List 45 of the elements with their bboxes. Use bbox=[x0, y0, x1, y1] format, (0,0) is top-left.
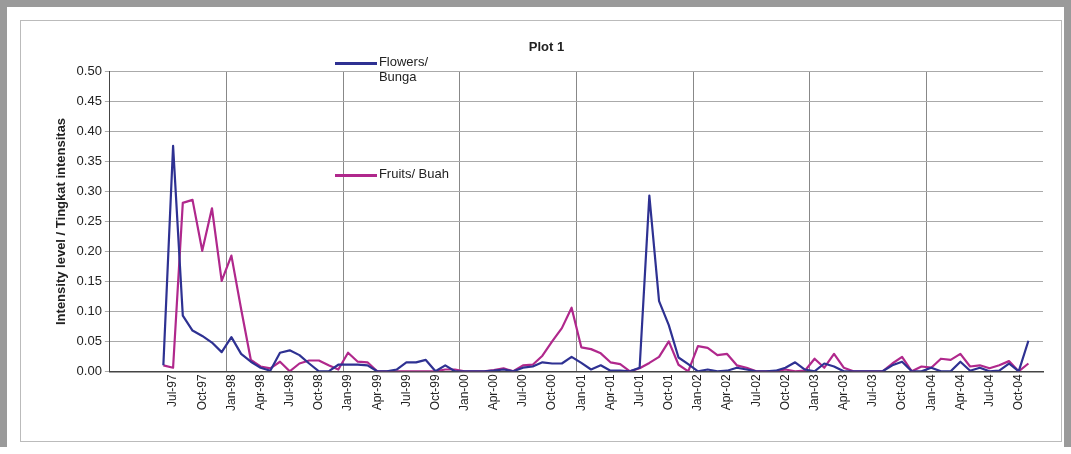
x-tick-label: Apr-00 bbox=[486, 374, 501, 411]
y-tick-label: 0.10 bbox=[76, 302, 102, 318]
x-tick-label: Apr-04 bbox=[952, 374, 967, 411]
x-tick-label: Apr-99 bbox=[369, 374, 384, 411]
x-tick-label: Jul-97 bbox=[165, 373, 180, 407]
x-tick-label: Jan-99 bbox=[340, 373, 355, 412]
x-tick-label: Jul-03 bbox=[865, 373, 880, 407]
x-tick-label: Apr-98 bbox=[252, 374, 267, 411]
y-tick-label: 0.45 bbox=[76, 93, 102, 109]
y-tick-label: 0.40 bbox=[76, 123, 102, 139]
x-tick-label: Jul-04 bbox=[981, 373, 996, 407]
x-tick-label: Jan-00 bbox=[456, 373, 471, 412]
x-tick-label: Jan-98 bbox=[223, 373, 238, 412]
y-tick-label: 0.15 bbox=[76, 272, 102, 288]
x-tick-label: Jan-01 bbox=[573, 373, 588, 412]
x-tick-label: Jan-03 bbox=[806, 373, 821, 412]
x-tick-label: Jul-98 bbox=[282, 373, 297, 407]
legend-label: Fruits/ Buah bbox=[378, 165, 450, 181]
y-tick-label: 0.00 bbox=[76, 362, 102, 378]
y-tick-label: 0.25 bbox=[76, 213, 102, 229]
y-tick-label: 0.30 bbox=[76, 183, 102, 199]
x-tick-label: Oct-97 bbox=[194, 373, 209, 411]
x-tick-label: Jul-01 bbox=[631, 373, 646, 407]
x-tick-label: Apr-03 bbox=[836, 374, 851, 411]
y-tick-label: 0.05 bbox=[76, 332, 102, 348]
x-tick-label: Oct-00 bbox=[544, 373, 559, 411]
x-tick-label: Apr-01 bbox=[602, 374, 617, 411]
x-tick-label: Jul-02 bbox=[748, 373, 763, 407]
y-tick-label: 0.20 bbox=[76, 243, 102, 258]
x-tick-label: Oct-98 bbox=[311, 373, 326, 411]
x-tick-label: Oct-03 bbox=[894, 373, 909, 411]
y-axis-title: Intensity level / Tingkat intensitas bbox=[53, 117, 69, 326]
x-tick-label: Oct-02 bbox=[777, 373, 792, 411]
x-tick-label: Oct-01 bbox=[661, 373, 676, 411]
x-tick-label: Oct-04 bbox=[1011, 373, 1026, 411]
x-tick-label: Jul-99 bbox=[398, 373, 413, 407]
y-tick-label: 0.50 bbox=[76, 63, 102, 79]
x-tick-label: Jul-00 bbox=[515, 373, 530, 407]
x-tick-label: Jan-02 bbox=[690, 373, 705, 412]
y-tick-label: 0.35 bbox=[76, 153, 102, 169]
x-tick-label: Jan-04 bbox=[923, 373, 938, 412]
chart-title: Plot 1 bbox=[528, 39, 565, 55]
legend-label: Flowers/ Bunga bbox=[378, 53, 429, 84]
x-tick-label: Apr-02 bbox=[719, 374, 734, 411]
x-tick-label: Oct-99 bbox=[427, 373, 442, 411]
